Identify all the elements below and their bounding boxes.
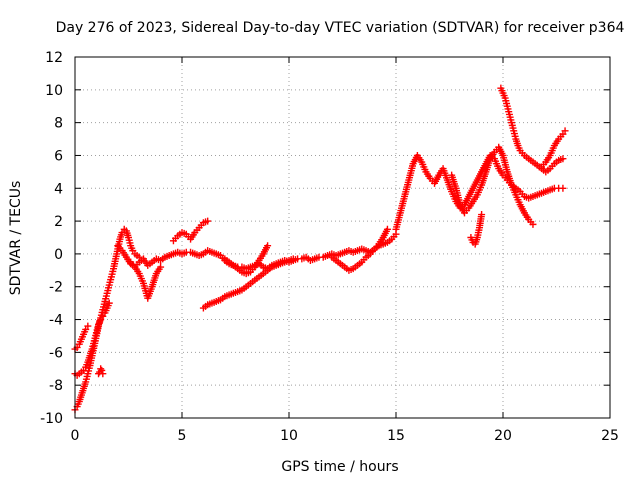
y-axis-label: SDTVAR / TECUs [8,181,24,296]
chart-title: Day 276 of 2023, Sidereal Day-to-day VTE… [56,20,625,36]
y-tick-label: -6 [49,345,63,361]
y-tick-label: 0 [54,247,63,263]
x-tick-label: 5 [178,428,187,444]
axis-ticks: 0 5 10 15 20 25 -10 -8 -6 -4 -2 0 2 4 6 8 10 12 [40,50,619,444]
x-tick-label: 15 [387,428,405,444]
data-point [383,225,391,233]
x-tick-label: 0 [71,428,80,444]
data-points [71,84,569,414]
plot-frame [74,56,611,419]
data-point [204,217,212,225]
data-point [561,127,569,135]
data-point [157,263,165,271]
data-point [105,299,113,307]
grid-lines [75,57,610,418]
y-tick-label: -2 [49,280,63,296]
y-tick-label: 4 [54,181,63,197]
y-tick-label: -10 [40,411,63,427]
y-tick-label: 8 [54,116,63,132]
data-point [98,366,106,374]
data-point [529,220,537,228]
y-tick-label: -8 [49,378,63,394]
data-point [289,255,297,263]
x-tick-label: 25 [601,428,619,444]
y-tick-label: 10 [45,83,63,99]
y-tick-label: 12 [45,50,63,66]
data-point [84,322,92,330]
data-point [559,184,567,192]
y-tick-label: 6 [54,148,63,164]
data-point [264,242,272,250]
y-tick-label: 2 [54,214,63,230]
data-point [559,155,567,163]
x-tick-label: 10 [280,428,298,444]
x-axis-label: GPS time / hours [281,459,398,475]
data-point [99,370,107,378]
data-point [478,211,486,219]
x-tick-label: 20 [494,428,512,444]
y-tick-label: -4 [49,313,63,329]
